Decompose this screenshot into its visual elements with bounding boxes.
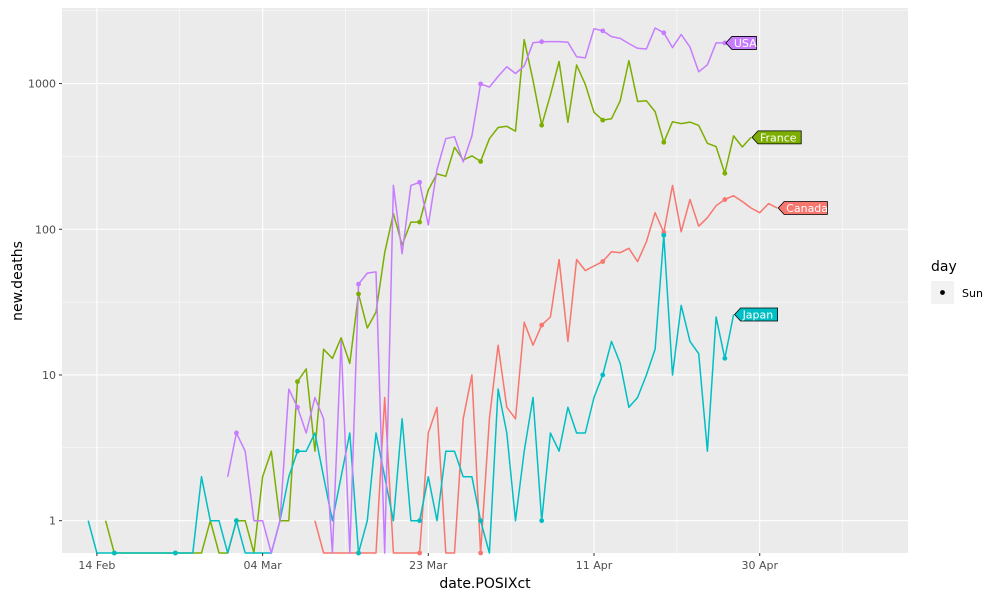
- sunday-point-france: [417, 219, 422, 225]
- sunday-point-france: [478, 159, 484, 164]
- sunday-point-france: [295, 379, 300, 385]
- end-labels: Canada France Japan USA: [725, 36, 828, 322]
- y-tick-label: 100: [35, 223, 56, 236]
- sunday-point-france: [661, 139, 667, 145]
- sunday-point-japan: [172, 550, 178, 556]
- series-line-usa: [226, 27, 725, 554]
- sunday-point-japan: [478, 518, 484, 524]
- x-axis: 14 Feb 04 Mar 23 Mar 11 Apr 30 Apr: [78, 553, 778, 572]
- sunday-point-japan: [600, 372, 606, 378]
- sunday-point-usa: [600, 28, 606, 34]
- sunday-point-france: [539, 122, 545, 128]
- sunday-point-japan: [539, 518, 545, 524]
- sunday-point-usa: [539, 39, 545, 45]
- legend-label-sun: Sun: [962, 287, 983, 300]
- sunday-point-usa: [417, 179, 422, 185]
- end-label-france: France: [751, 130, 802, 145]
- x-tick-label: 04 Mar: [243, 559, 282, 572]
- series-lines: [87, 27, 778, 554]
- end-label-box: [751, 130, 802, 145]
- sunday-point-france: [722, 170, 728, 176]
- end-label-japan: Japan: [734, 307, 778, 322]
- sunday-point-japan: [417, 518, 422, 524]
- y-tick-label: 10: [42, 369, 56, 382]
- sunday-point-usa: [478, 81, 484, 87]
- x-axis-title: date.POSIXct: [439, 576, 531, 592]
- legend-key-point: [940, 290, 945, 295]
- sunday-point-usa: [295, 404, 300, 410]
- sunday-point-canada: [600, 259, 606, 264]
- end-label-usa: USA: [725, 36, 757, 50]
- x-tick-label: 11 Apr: [576, 559, 613, 572]
- y-tick-label: 1: [49, 515, 56, 528]
- end-label-box: [734, 307, 778, 322]
- end-label-text: Canada: [786, 202, 828, 215]
- sunday-points: [111, 28, 728, 556]
- sunday-point-usa: [356, 281, 361, 287]
- end-label-canada: Canada: [777, 201, 828, 215]
- y-tick-label: 1000: [28, 78, 56, 91]
- sunday-point-canada: [539, 322, 545, 328]
- x-tick-label: 30 Apr: [741, 559, 778, 572]
- end-label-box: [777, 201, 828, 215]
- series-line-canada: [314, 184, 778, 554]
- sunday-point-usa: [661, 30, 667, 36]
- end-label-box: [725, 36, 757, 50]
- end-label-text: USA: [734, 37, 757, 50]
- legend: day Sun: [931, 259, 983, 304]
- sunday-point-canada: [722, 197, 728, 202]
- sunday-point-france: [600, 117, 606, 123]
- x-tick-label: 14 Feb: [78, 559, 115, 572]
- end-label-text: Japan: [742, 309, 774, 322]
- end-label-text: France: [760, 131, 797, 144]
- sunday-point-canada: [417, 550, 422, 556]
- grid-major: [62, 8, 908, 553]
- x-tick-label: 23 Mar: [409, 559, 448, 572]
- grid-minor: [62, 8, 908, 553]
- sunday-point-japan: [661, 232, 667, 238]
- series-line-france: [104, 38, 752, 554]
- sunday-point-usa: [722, 40, 728, 46]
- y-axis-title: new.deaths: [10, 241, 26, 321]
- sunday-point-japan: [111, 550, 117, 556]
- sunday-point-canada: [478, 550, 484, 556]
- panel-background: [62, 8, 908, 553]
- sunday-point-usa: [234, 430, 239, 436]
- y-axis: 1 10 100 1000: [28, 78, 62, 528]
- series-line-japan: [87, 234, 735, 554]
- sunday-point-japan: [722, 355, 728, 361]
- legend-title: day: [931, 259, 957, 275]
- sunday-point-japan: [356, 550, 361, 556]
- sunday-point-japan: [234, 518, 239, 524]
- sunday-point-japan: [295, 448, 300, 454]
- sunday-point-france: [356, 291, 361, 297]
